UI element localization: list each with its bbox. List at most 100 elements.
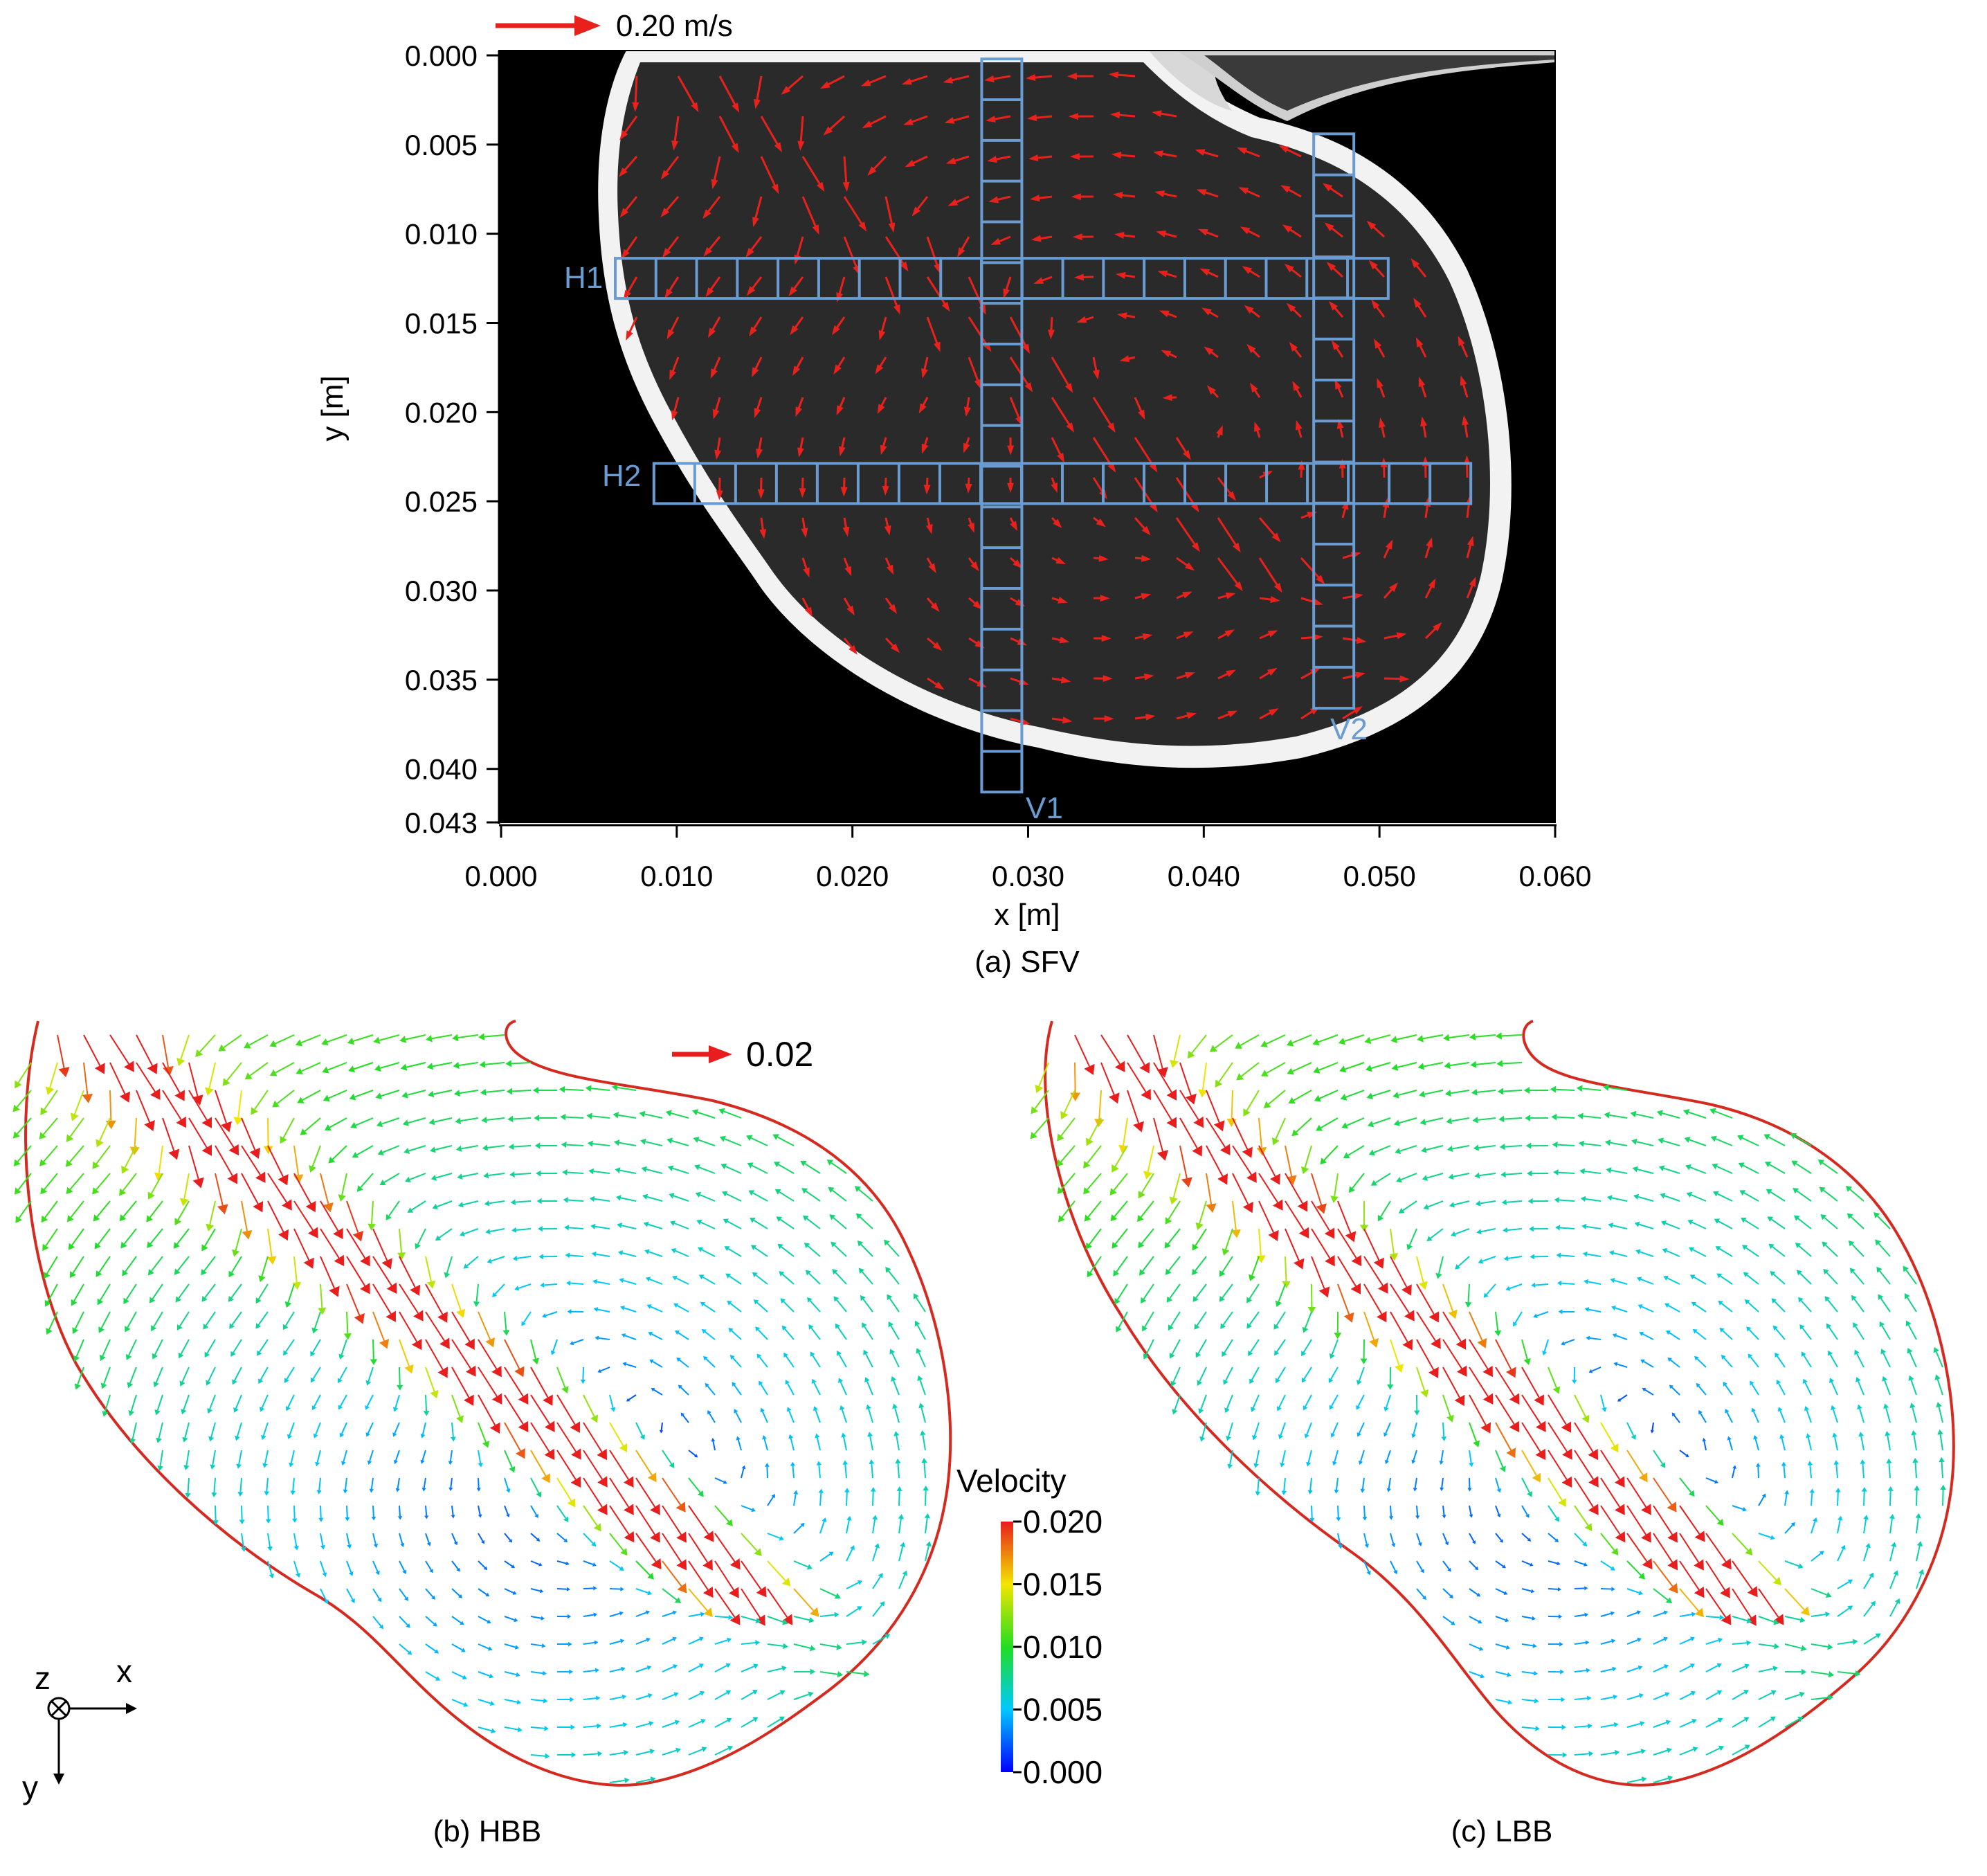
flow-vector-head	[1557, 1587, 1561, 1591]
flow-vector	[484, 1034, 505, 1038]
flow-vector	[372, 1256, 392, 1286]
flow-vector-head	[1642, 1558, 1653, 1570]
sfv-vector-head	[1022, 343, 1031, 354]
flow-vector-head	[1224, 1407, 1230, 1414]
flow-vector	[1777, 1355, 1786, 1368]
flow-vector-head	[1765, 1162, 1772, 1168]
flow-vector	[1863, 1546, 1869, 1562]
flow-vector-head	[1307, 1306, 1316, 1314]
flow-vector-head	[365, 1380, 372, 1386]
flow-vector	[600, 1367, 610, 1372]
flow-vector-head	[646, 1304, 652, 1309]
flow-vector	[1478, 1117, 1496, 1121]
flow-vector-head	[1199, 1436, 1206, 1442]
sfv-vector-head	[1068, 113, 1078, 120]
flow-vector-head	[1419, 1119, 1426, 1126]
probe-label-v1: V1	[1026, 791, 1063, 825]
flow-vector-head	[201, 1117, 212, 1128]
flow-vector-head	[450, 1436, 456, 1442]
sfv-vector-head	[795, 406, 803, 417]
sfv-vector-head	[1162, 394, 1172, 402]
hbb-scale-arrow	[672, 1045, 732, 1063]
flow-vector	[1691, 1194, 1707, 1202]
flow-vector	[732, 1357, 742, 1368]
flow-vector	[1626, 1533, 1648, 1562]
flow-vector	[609, 1668, 622, 1672]
flow-vector	[1935, 1351, 1943, 1368]
flow-vector	[727, 1220, 742, 1229]
flow-vector	[583, 1394, 595, 1417]
sfv-vector-head	[1355, 671, 1366, 679]
flow-vector-head	[590, 1223, 596, 1229]
flow-vector	[1232, 1117, 1249, 1150]
flow-vector-head	[1377, 1282, 1388, 1294]
flow-vector-head	[257, 1350, 262, 1356]
flow-vector	[104, 1394, 111, 1412]
flow-vector	[346, 1560, 352, 1573]
flow-vector-head	[793, 1490, 799, 1495]
flow-vector-head	[1800, 1645, 1807, 1652]
flow-vector	[1611, 1197, 1628, 1202]
flow-vector-head	[1550, 1085, 1557, 1093]
flow-vector-head	[518, 1420, 529, 1433]
flow-vector	[767, 1533, 781, 1539]
flow-vector	[1653, 1477, 1672, 1506]
flow-vector	[1373, 1145, 1391, 1153]
flow-vector	[1626, 1667, 1640, 1672]
flow-vector-head	[592, 1279, 597, 1285]
flow-vector	[1811, 1671, 1829, 1675]
flow-vector	[399, 1311, 418, 1342]
flow-vector	[1060, 1173, 1076, 1190]
flow-vector	[1653, 1722, 1667, 1728]
flow-vector	[206, 1339, 216, 1354]
flow-vector	[1679, 1533, 1700, 1563]
flow-vector	[320, 1533, 324, 1546]
flow-vector	[1826, 1272, 1838, 1285]
sfv-vector-head	[984, 75, 995, 82]
flow-vector	[1521, 1533, 1530, 1540]
flow-vector-head	[373, 1543, 379, 1549]
flow-vector-head	[514, 1618, 518, 1623]
flow-vector	[1416, 1533, 1421, 1544]
flow-vector-head	[228, 1144, 239, 1156]
flow-vector	[48, 1311, 58, 1330]
flow-vector-head	[347, 1544, 352, 1549]
sfv-vector-head	[1028, 154, 1039, 162]
flow-vector	[626, 1363, 637, 1368]
flow-vector-head	[1936, 1402, 1942, 1408]
flow-vector	[1476, 1062, 1496, 1065]
sfv-vector-head	[1377, 378, 1384, 388]
flow-vector-head	[1329, 1405, 1334, 1410]
flow-vector-head	[1198, 1408, 1204, 1414]
flow-vector	[918, 1352, 926, 1368]
probe-h1	[613, 257, 1390, 300]
flow-vector	[804, 1163, 821, 1174]
flow-vector-head	[1532, 1616, 1536, 1621]
flow-vector	[1837, 1549, 1844, 1562]
flow-vector	[407, 1090, 426, 1096]
flow-vector	[1855, 1326, 1864, 1340]
flow-vector	[1863, 1576, 1872, 1589]
sfv-vector-head	[1368, 260, 1378, 270]
flow-vector	[275, 1034, 295, 1045]
flow-vector	[1452, 1145, 1470, 1150]
flow-vector-head	[1501, 1199, 1507, 1205]
sfv-vector-head	[1003, 288, 1010, 299]
flow-vector-head	[1456, 1365, 1467, 1377]
flow-vector-head	[404, 1364, 414, 1374]
flow-vector-head	[1638, 1693, 1644, 1699]
flow-vector	[1694, 1304, 1707, 1313]
flow-vector-head	[329, 1286, 340, 1297]
flow-vector-head	[898, 1514, 904, 1519]
flow-vector-head	[570, 1341, 574, 1346]
flow-vector	[320, 1200, 339, 1232]
flow-vector	[568, 1227, 584, 1229]
flow-vector	[756, 1301, 768, 1313]
flow-vector	[408, 1117, 426, 1124]
flow-vector	[597, 1308, 610, 1313]
flow-vector-head	[473, 1301, 480, 1308]
flow-vector	[1358, 1422, 1365, 1434]
flow-vector	[103, 1367, 111, 1385]
flow-vector	[846, 1582, 859, 1589]
flow-vector-head	[1849, 1268, 1856, 1274]
